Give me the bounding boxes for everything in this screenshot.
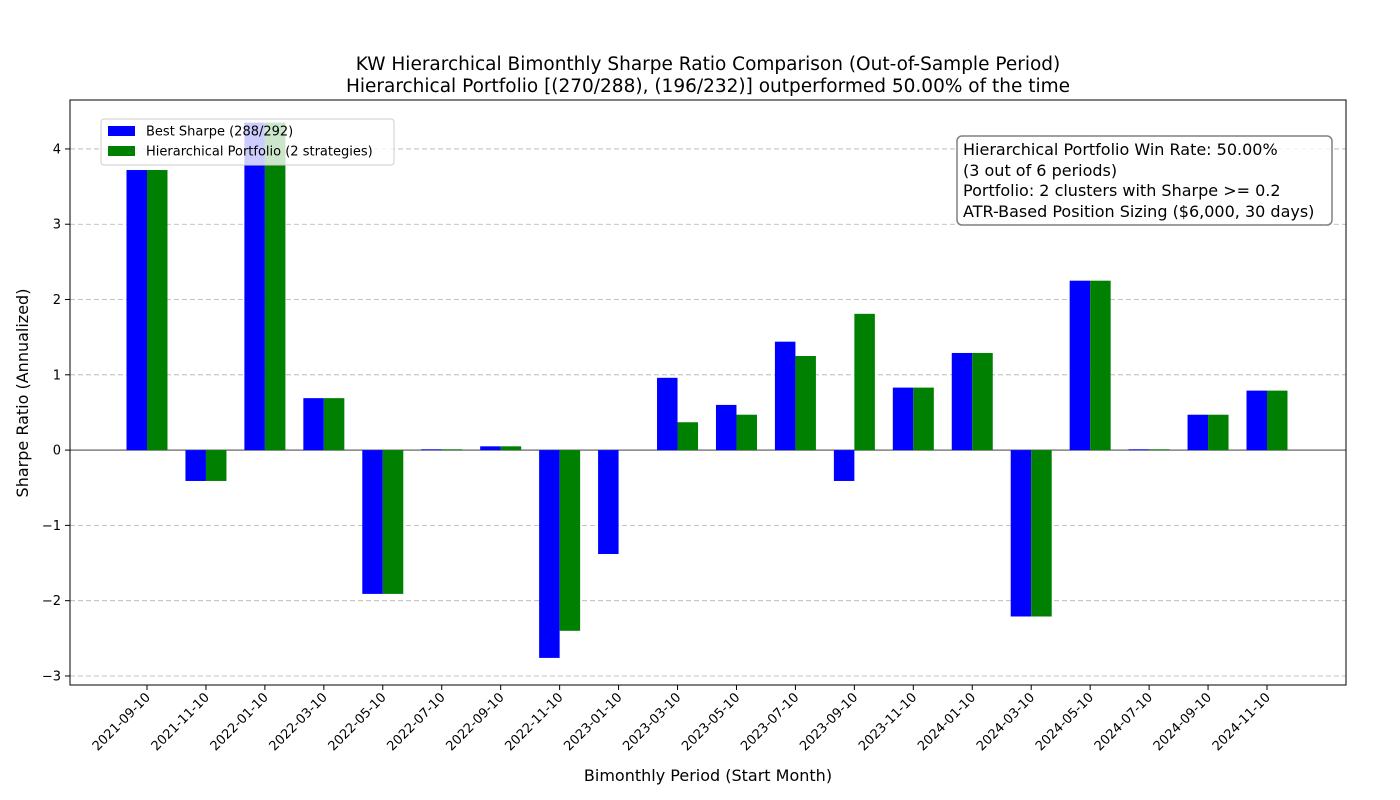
y-tick-label: 4 [53,142,61,157]
y-tick-label: −3 [42,669,61,684]
bar-best-sharpe-2022-03-10 [303,398,324,451]
bar-best-sharpe-2023-09-10 [833,450,855,481]
chart-title: KW Hierarchical Bimonthly Sharpe Ratio C… [356,54,1061,75]
bar-best-sharpe-2023-01-10 [598,450,619,554]
bar-best-sharpe-2023-07-10 [774,341,796,451]
annotation-frame [956,135,1333,226]
bar-best-sharpe-2022-09-10 [480,446,501,451]
legend-frame [100,118,395,166]
bar-hierarchical-2023-05-10 [736,414,757,451]
y-tick-label: 3 [53,218,61,233]
win-rate-annotation: Hierarchical Portfolio Win Rate: 50.00% … [956,135,1333,226]
bar-best-sharpe-2022-01-10 [244,122,265,451]
bar-hierarchical-2023-09-10 [854,313,875,451]
plot-frame [69,99,1347,686]
bar-hierarchical-2024-01-10 [972,352,993,451]
legend-swatch-best-sharpe [108,126,135,136]
bar-best-sharpe-2024-01-10 [951,352,973,451]
bar-hierarchical-2024-05-10 [1090,280,1111,451]
bar-hierarchical-2024-03-10 [1031,450,1052,617]
annotation-line-1: Hierarchical Portfolio Win Rate: 50.00% [963,140,1278,159]
bar-hierarchical-2024-11-10 [1267,390,1288,451]
legend-label-best-sharpe: Best Sharpe (288/292) [146,125,293,140]
bar-hierarchical-2024-07-10 [1149,449,1170,451]
annotation-line-3: Portfolio: 2 clusters with Sharpe >= 0.2 [963,181,1281,200]
legend: Best Sharpe (288/292) Hierarchical Portf… [100,118,395,166]
annotation-line-4: ATR-Based Position Sizing ($6,000, 30 da… [963,202,1314,221]
bar-hierarchical-2022-01-10 [264,122,286,451]
bar-hierarchical-2023-07-10 [795,355,816,451]
bar-hierarchical-2021-09-10 [147,170,168,451]
bar-hierarchical-2022-09-10 [500,446,522,451]
bar-best-sharpe-2021-09-10 [126,170,147,451]
y-tick-label: −1 [42,519,61,534]
legend-swatch-hierarchical [108,146,135,156]
bar-best-sharpe-2024-05-10 [1069,280,1091,451]
bar-best-sharpe-2024-03-10 [1010,450,1032,617]
bar-best-sharpe-2024-09-10 [1187,414,1209,451]
bar-best-sharpe-2021-11-10 [185,450,206,481]
chart-subtitle: Hierarchical Portfolio [(270/288), (196/… [346,76,1070,97]
y-tick-label: 0 [53,444,61,459]
bar-hierarchical-2023-03-10 [677,422,699,451]
y-axis-ticks: −3 −2 −1 0 1 2 3 4 [42,142,70,684]
bar-hierarchical-2021-11-10 [205,450,227,481]
bar-hierarchical-2022-05-10 [382,450,404,594]
bar-hierarchical-2022-07-10 [441,449,463,451]
bar-best-sharpe-2022-11-10 [539,450,560,658]
x-axis-label: Bimonthly Period (Start Month) [584,766,832,785]
bar-best-sharpe-2022-05-10 [362,450,383,594]
bar-best-sharpe-2023-03-10 [657,377,678,451]
bar-hierarchical-2024-09-10 [1208,414,1229,451]
bar-hierarchical-2022-03-10 [323,398,345,451]
legend-label-hierarchical: Hierarchical Portfolio (2 strategies) [146,145,373,160]
bar-best-sharpe-2023-11-10 [892,387,914,451]
bar-best-sharpe-2024-07-10 [1128,449,1150,451]
bars [126,122,1288,658]
y-tick-label: 2 [53,293,61,308]
y-axis-label: Sharpe Ratio (Annualized) [13,289,32,498]
bar-best-sharpe-2023-05-10 [715,404,737,451]
bar-hierarchical-2023-11-10 [913,387,934,451]
y-tick-label: 1 [53,368,61,383]
bar-best-sharpe-2024-11-10 [1246,390,1267,451]
bar-hierarchical-2022-11-10 [559,450,581,631]
y-tick-label: −2 [42,594,61,609]
annotation-line-2: (3 out of 6 periods) [963,161,1117,180]
bar-best-sharpe-2022-07-10 [421,449,442,451]
